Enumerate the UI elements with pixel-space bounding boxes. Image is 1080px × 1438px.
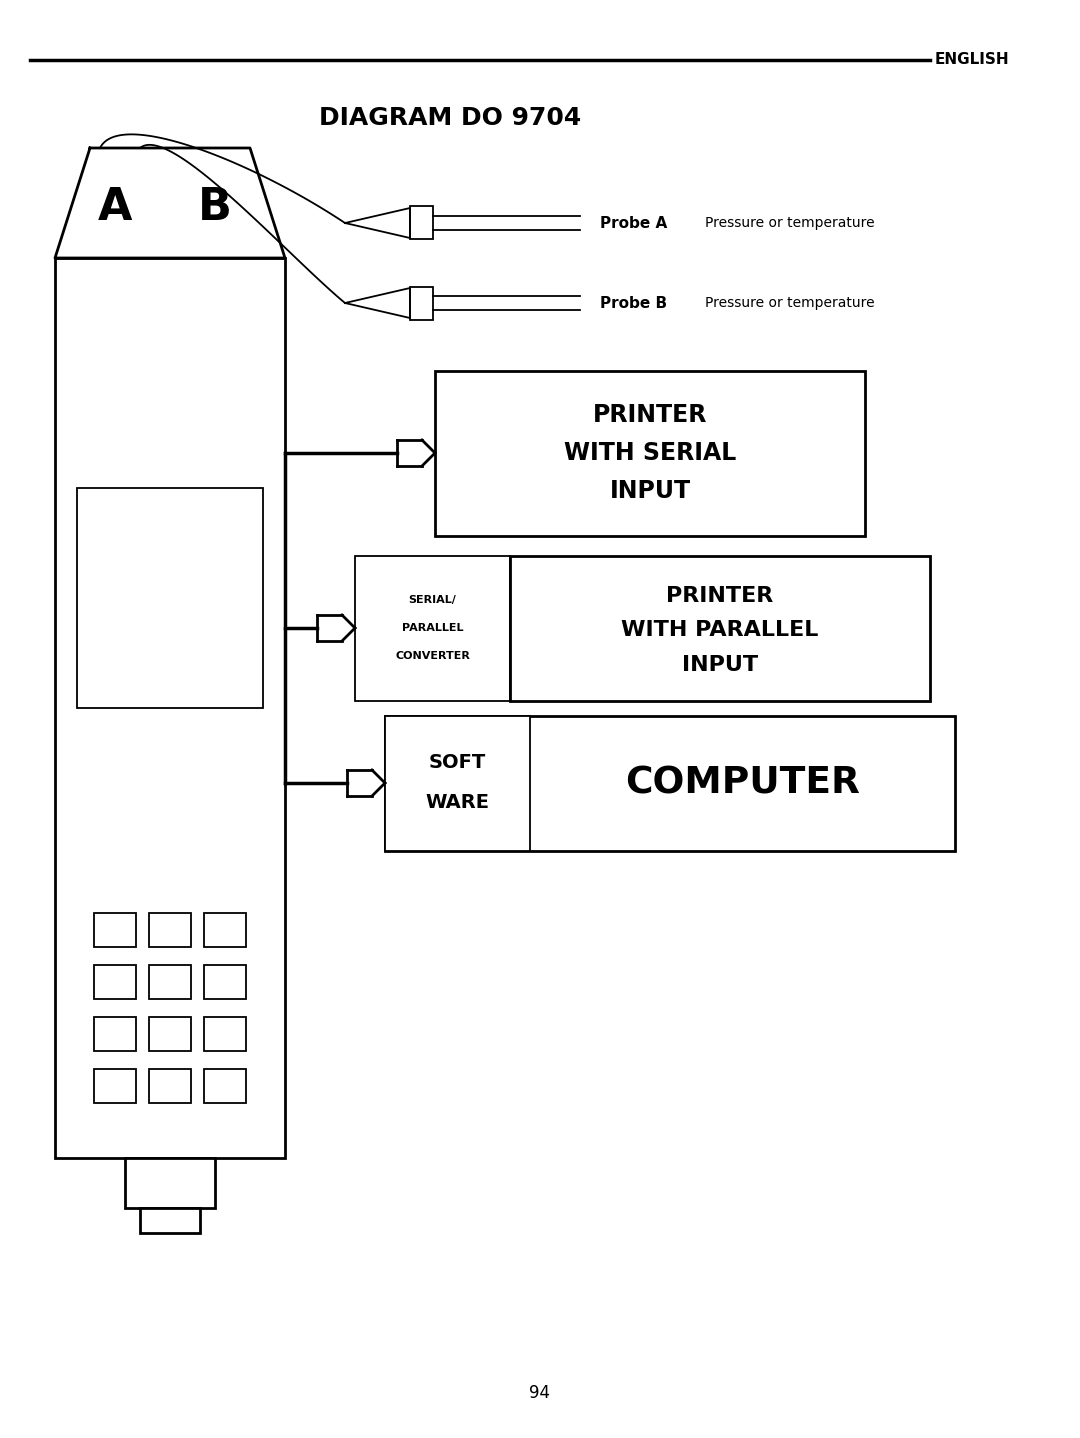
Bar — [204, 1068, 246, 1103]
Bar — [55, 257, 285, 1158]
Text: B: B — [198, 187, 232, 230]
Bar — [384, 716, 530, 850]
Text: COMPUTER: COMPUTER — [625, 765, 860, 801]
Text: CONVERTER: CONVERTER — [395, 651, 470, 661]
Bar — [435, 371, 865, 535]
Text: Probe A: Probe A — [600, 216, 667, 230]
Bar — [204, 1017, 246, 1051]
Text: Probe B: Probe B — [600, 295, 667, 311]
Text: WITH PARALLEL: WITH PARALLEL — [621, 620, 819, 640]
Text: SOFT: SOFT — [429, 754, 486, 772]
Bar — [410, 286, 433, 319]
Text: PARALLEL: PARALLEL — [402, 623, 463, 633]
Text: SERIAL/: SERIAL/ — [408, 595, 457, 605]
Bar — [204, 965, 246, 999]
Text: Pressure or temperature: Pressure or temperature — [705, 216, 875, 230]
Bar — [149, 913, 191, 948]
Text: INPUT: INPUT — [609, 479, 690, 503]
Bar — [149, 965, 191, 999]
Bar — [125, 1158, 215, 1208]
Text: INPUT: INPUT — [681, 654, 758, 674]
Text: DIAGRAM DO 9704: DIAGRAM DO 9704 — [319, 106, 581, 129]
Text: PRINTER: PRINTER — [593, 403, 707, 427]
Text: PRINTER: PRINTER — [666, 587, 773, 605]
Bar — [355, 555, 510, 700]
Bar — [410, 207, 433, 240]
Text: ENGLISH: ENGLISH — [935, 53, 1010, 68]
Bar — [510, 555, 930, 700]
Text: A: A — [98, 187, 132, 230]
Bar — [204, 913, 246, 948]
Polygon shape — [345, 209, 410, 239]
Bar — [94, 913, 136, 948]
Bar — [77, 487, 264, 707]
Bar — [384, 716, 955, 850]
Bar — [94, 965, 136, 999]
Bar — [140, 1208, 200, 1232]
Bar — [149, 1068, 191, 1103]
Bar — [94, 1068, 136, 1103]
Text: WITH SERIAL: WITH SERIAL — [564, 441, 737, 464]
Polygon shape — [345, 288, 410, 318]
Text: WARE: WARE — [426, 794, 489, 812]
Bar — [149, 1017, 191, 1051]
Text: Pressure or temperature: Pressure or temperature — [705, 296, 875, 311]
Bar — [94, 1017, 136, 1051]
Text: 94: 94 — [529, 1383, 551, 1402]
